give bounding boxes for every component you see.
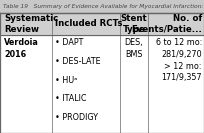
Bar — [0, 35, 204, 133]
Bar — [0, 13, 204, 35]
Text: • DES-LATE: • DES-LATE — [55, 57, 101, 66]
Text: DES,
BMS: DES, BMS — [125, 38, 143, 59]
Text: Included RCTs: Included RCTs — [55, 20, 122, 28]
Text: • DAPT: • DAPT — [55, 38, 83, 47]
Text: Verdoia
2016: Verdoia 2016 — [4, 38, 39, 59]
Text: Systematic
Review: Systematic Review — [4, 14, 58, 34]
Text: • HUᵃ: • HUᵃ — [55, 76, 77, 85]
Text: • PRODIGY: • PRODIGY — [55, 113, 98, 122]
Text: No. of
Events/Patie...: No. of Events/Patie... — [131, 14, 202, 34]
Text: Table 19   Summary of Evidence Available for Myocardial Infarction: 6 to 12 Mont: Table 19 Summary of Evidence Available f… — [3, 4, 204, 9]
Bar — [0, 0, 204, 13]
Text: Stent
Type: Stent Type — [121, 14, 147, 34]
Text: • ITALIC: • ITALIC — [55, 94, 86, 103]
Text: 6 to 12 mo:
281/9,270
> 12 mo:
171/9,357: 6 to 12 mo: 281/9,270 > 12 mo: 171/9,357 — [156, 38, 202, 82]
